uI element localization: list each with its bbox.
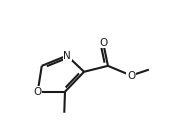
Text: O: O	[127, 71, 135, 80]
Text: O: O	[34, 87, 42, 97]
Text: N: N	[63, 51, 71, 61]
Text: O: O	[99, 38, 107, 48]
